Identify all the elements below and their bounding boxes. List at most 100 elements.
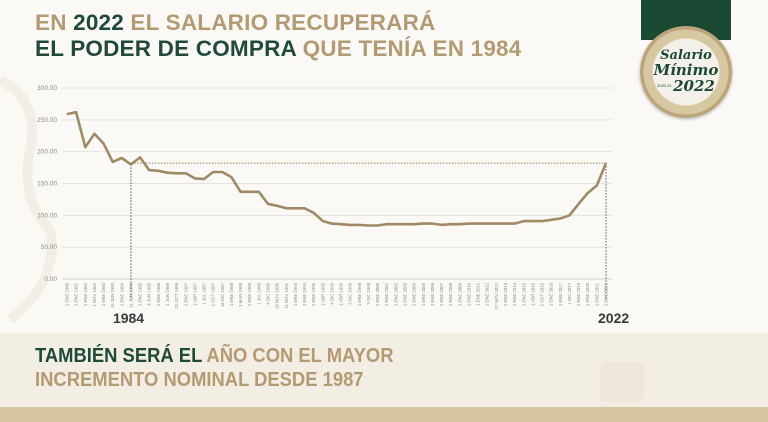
x-tick-label: 1 ENE 2006 bbox=[430, 282, 435, 306]
data-point bbox=[176, 172, 178, 174]
data-point bbox=[495, 223, 497, 225]
x-tick-label: 1 ENE 1985 bbox=[138, 282, 143, 306]
x-tick-label: 1 ENE 2014 bbox=[512, 282, 517, 306]
salario-minimo-badge: Salario Mínimo 2020-21 2022 bbox=[640, 26, 732, 118]
data-point bbox=[157, 170, 159, 172]
data-point bbox=[112, 161, 114, 163]
x-tick-label: 1 ENE 1987 bbox=[183, 282, 188, 306]
data-point bbox=[413, 223, 415, 225]
camera-watermark-icon bbox=[600, 362, 644, 402]
subheadline-line-2: INCREMENTO NOMINAL DESDE 1987 bbox=[35, 368, 394, 392]
x-tick-label: 1 ENE 1986 bbox=[156, 282, 161, 306]
y-tick-label: 250.00 bbox=[37, 117, 57, 124]
x-tick-label: 1 ENE 2003 bbox=[403, 282, 408, 306]
data-point bbox=[450, 223, 452, 225]
data-point bbox=[358, 224, 360, 226]
x-tick-label: 1 ENE 2010 bbox=[466, 282, 471, 306]
x-tick-label: 1 ABR 1987 bbox=[192, 282, 197, 306]
data-point bbox=[440, 224, 443, 226]
badge-year: 2022 bbox=[673, 77, 715, 95]
data-point bbox=[249, 191, 251, 193]
data-point bbox=[486, 223, 488, 225]
data-point bbox=[148, 169, 150, 171]
data-point bbox=[431, 223, 434, 225]
text-run: EN bbox=[35, 10, 74, 35]
data-point bbox=[230, 176, 233, 178]
x-tick-label: 1 JUN 1986 bbox=[165, 282, 170, 305]
data-point bbox=[102, 142, 105, 144]
headline-line-1: EN 2022 EL SALARIO RECUPERARÁ bbox=[35, 10, 521, 36]
y-tick-label: 300.00 bbox=[37, 85, 57, 92]
badge-small-text: 2020-21 bbox=[657, 83, 672, 88]
x-tick-label: 1 ENE 1993 bbox=[293, 282, 298, 306]
x-tick-label: 1 ENE 2016 bbox=[549, 282, 554, 306]
data-point bbox=[285, 207, 287, 209]
data-point bbox=[587, 192, 589, 194]
data-point bbox=[459, 223, 461, 225]
data-point bbox=[166, 172, 169, 174]
x-tick-label: 1 ENE 2002 bbox=[393, 282, 398, 306]
y-tick-label: 150.00 bbox=[37, 181, 57, 188]
x-tick-label: 16 NOV 1990 bbox=[275, 282, 280, 309]
x-tick-label: 1 MAR 1988 bbox=[238, 282, 243, 306]
x-tick-label: 1 ENE 2022 bbox=[604, 282, 609, 306]
data-point bbox=[66, 113, 68, 115]
data-point bbox=[504, 223, 507, 225]
data-point bbox=[93, 133, 96, 135]
background-ornament bbox=[0, 75, 57, 324]
subheadline-line-1: TAMBIÉN SERÁ EL AÑO CON EL MAYOR bbox=[35, 344, 394, 368]
x-tick-label: 3 DIC 1998 bbox=[366, 282, 371, 304]
data-point bbox=[258, 191, 260, 193]
x-tick-label: 1 ENE 2004 bbox=[412, 282, 417, 306]
x-tick-label: 1 ENE 1994 bbox=[302, 282, 307, 306]
x-tick-label: 1 ENE 2000 bbox=[375, 282, 380, 306]
x-tick-label: 1 ENE 1984 bbox=[119, 282, 124, 306]
x-tick-label: 4 DIC 1995 bbox=[329, 282, 334, 304]
x-tick-label: 1 ENE 1983 bbox=[101, 282, 106, 306]
x-tick-label: 1 ABR 1996 bbox=[339, 282, 344, 306]
x-tick-label: 1 ENE 1981 bbox=[74, 282, 79, 306]
data-point bbox=[559, 217, 561, 220]
x-tick-label: 1 ENE 1989 bbox=[247, 282, 252, 306]
x-tick-label: 1 ABR 2015 bbox=[530, 282, 535, 306]
x-tick-label: 1 ENE 2007 bbox=[439, 282, 444, 306]
x-tick-label: 1 ENE 1995 bbox=[311, 282, 316, 306]
x-tick-label: 1 ENE 2001 bbox=[384, 282, 389, 306]
x-tick-label: 1 JUL 1989 bbox=[256, 282, 261, 304]
data-point bbox=[523, 220, 525, 222]
data-point bbox=[139, 156, 141, 158]
x-tick-label: 1 ENE 2019 bbox=[576, 282, 581, 306]
data-point bbox=[221, 171, 223, 173]
x-tick-label: 1 ABR 1995 bbox=[320, 282, 325, 306]
data-point bbox=[514, 223, 516, 225]
data-point bbox=[340, 223, 342, 225]
y-tick-label: 50.00 bbox=[41, 244, 58, 251]
data-point bbox=[532, 220, 534, 222]
x-tick-label: 1 ENE 2021 bbox=[594, 282, 599, 306]
x-tick-label: 1 ENE 1982 bbox=[83, 282, 88, 306]
data-point bbox=[577, 203, 580, 205]
y-tick-label: 100.00 bbox=[37, 212, 57, 219]
salary-chart: 0.00 50.00 100.00 150.00 200.00 250.00 300.00 1… bbox=[37, 85, 629, 326]
data-point bbox=[313, 212, 315, 214]
x-tick-label: 14 JUN 1983 bbox=[110, 282, 115, 308]
x-tick-label: 1 JUL 1987 bbox=[202, 282, 207, 304]
data-point bbox=[130, 163, 132, 165]
data-point bbox=[239, 191, 242, 193]
data-point bbox=[541, 220, 543, 222]
data-point bbox=[477, 223, 479, 225]
text-run: AÑO CON EL MAYOR bbox=[201, 345, 394, 367]
data-point bbox=[185, 172, 187, 174]
x-tick-label: 11 NOV 1991 bbox=[284, 282, 289, 308]
data-point bbox=[203, 178, 205, 180]
data-point bbox=[84, 146, 86, 148]
data-point bbox=[267, 203, 269, 205]
x-tick-label: 1 OCT 2015 bbox=[540, 282, 545, 306]
text-run: EL SALARIO RECUPERARÁ bbox=[123, 10, 436, 35]
data-point bbox=[468, 223, 470, 225]
x-tick-label: 1 ENE 2013 bbox=[503, 282, 508, 306]
x-tick-label: 1 ENE 2015 bbox=[521, 282, 526, 306]
data-point bbox=[596, 184, 598, 187]
subheadline: TAMBIÉN SERÁ EL AÑO CON EL MAYOR INCREME… bbox=[35, 344, 394, 392]
x-tick-label: 11 JUN 1984 bbox=[128, 282, 133, 307]
